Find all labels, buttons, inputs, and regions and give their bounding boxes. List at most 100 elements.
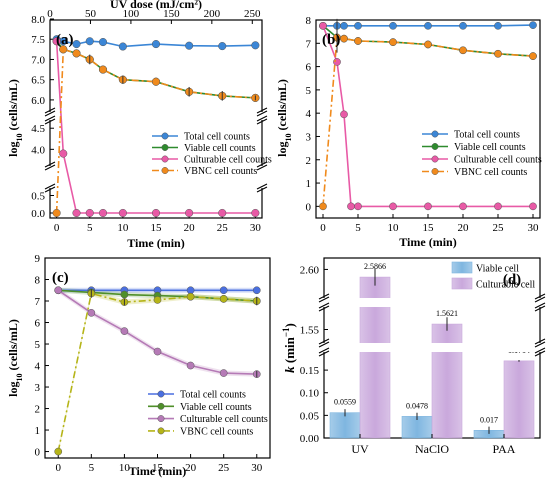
panel-a-point-2-2	[72, 208, 81, 218]
panel-b-point-2-9	[529, 202, 537, 211]
axis-break-mark	[534, 293, 546, 303]
panel-b-series-line-2	[322, 25, 533, 208]
panel-a-point-2-1	[59, 149, 68, 158]
panel-a-point-3-4	[98, 65, 108, 74]
panel-0-legend-label-0: Total cell counts	[184, 132, 250, 143]
panel-b-x-tick-label-2: 10	[388, 222, 400, 234]
panel-a-point-0-6	[151, 40, 161, 49]
panel-0-legend-label-2: Culturable cell counts	[184, 155, 272, 166]
axis-break-mark	[256, 107, 268, 117]
panel-c-y-tick-label-2: 2	[35, 404, 41, 416]
panel-b-point-2-8	[494, 202, 502, 211]
panel-b-point-2-6	[424, 202, 432, 211]
panel-d-data-label-2-0: 0.017	[480, 415, 498, 424]
panel-c-point-1-2	[120, 290, 129, 299]
panel-d-y-tick-label-5: 2.60	[300, 264, 320, 276]
panel-d-category-label-2: PAA	[493, 442, 516, 456]
panel-c-point-3-3	[153, 296, 162, 304]
panel-c-point-2-4	[186, 361, 195, 370]
panel-a-x-axis-label: Time (min)	[127, 236, 184, 250]
panel-0-legend-label-1: Viable cell counts	[184, 143, 256, 154]
panel-c-x-tick-label-5: 25	[218, 462, 230, 474]
panel-b-y-axis-label: log10 (cells/mL)	[275, 79, 293, 157]
panel-a-point-0-4	[98, 38, 108, 47]
panel-d-y-tick-label-3: 0.15	[300, 365, 320, 377]
panel-a-series-line-2	[55, 41, 256, 214]
panel-b-point-3-6	[459, 46, 467, 55]
panel-c-point-2-3	[153, 347, 162, 356]
panel-b-y-tick-label-4: 4	[306, 108, 312, 120]
axis-break-mark	[318, 338, 330, 348]
panel-a-break-gap	[47, 166, 53, 188]
axis-break-mark	[256, 161, 268, 171]
panel-a-break-gap	[47, 112, 53, 120]
axis-break-mark	[44, 183, 56, 193]
panel-a-break-gap	[259, 166, 265, 188]
panel-2-legend-label-2: Culturable cell counts	[180, 414, 268, 425]
panel-0-legend-label-3: VBNC cell counts	[184, 166, 257, 177]
panel-1-legend-marker-1	[431, 143, 439, 150]
panel-d-bar-1-1	[431, 323, 463, 439]
panel-a-point-0-2	[72, 40, 81, 49]
panel-d-category-label-0: UV	[351, 442, 369, 456]
panel-a-point-2-3	[85, 208, 94, 218]
panel-b-x-tick-label-6: 30	[528, 222, 540, 234]
panel-d-y-axis-label: k (min−1)	[281, 323, 297, 373]
panel-a-series-line-1	[55, 40, 256, 99]
panel-c-y-axis-label: log10 (cells/mL)	[6, 319, 24, 397]
panel-b-y-tick-label-8: 8	[306, 15, 312, 27]
panel-b-x-tick-label-4: 20	[458, 222, 470, 234]
panel-2-legend-marker-0	[157, 390, 165, 398]
axis-break-mark	[256, 183, 268, 193]
panel-d-bar-0-0	[329, 412, 361, 439]
panel-0-legend-marker-2	[161, 155, 169, 163]
panel-a-label: (a)	[56, 32, 74, 48]
panel-a-point-0-3	[85, 37, 94, 46]
panel-c-x-tick-label-3: 15	[152, 462, 164, 474]
panel-a-x-tick-label-4: 20	[184, 222, 196, 234]
panel-a-break-gap	[259, 112, 265, 120]
panel-b-point-3-0	[319, 202, 327, 211]
panel-c-point-3-5	[219, 295, 228, 303]
axis-break-mark	[534, 338, 546, 348]
panel-b-y-tick-label-3: 3	[306, 131, 312, 143]
panel-b-point-0-2	[340, 21, 348, 30]
axis-break-mark	[44, 161, 56, 171]
panel-a-point-3-1	[59, 45, 68, 54]
panel-a-top-tick-label-1: 50	[85, 8, 97, 20]
panel-b-point-2-1	[333, 58, 341, 66]
axis-break-mark	[318, 302, 330, 312]
panel-1-legend-label-1: Viable cell counts	[454, 142, 526, 153]
panel-d-data-label-0-0: 0.0559	[334, 398, 356, 407]
panel-1-legend-label-3: VBNC cell counts	[454, 167, 527, 178]
panel-a-top-tick-label-0: 0	[47, 8, 53, 20]
panel-c-x-tick-label-2: 10	[119, 462, 131, 474]
panel-c-x-axis-label: Time (min)	[129, 464, 186, 478]
panel-a-y-tick-label-7: 7.5	[31, 34, 45, 46]
panel-d-category-label-1: NaClO	[415, 442, 449, 456]
panel-b-y-tick-label-0: 0	[306, 201, 312, 213]
panel-2-legend-label-3: VBNC cell counts	[180, 426, 253, 437]
panel-c-point-2-2	[120, 327, 129, 335]
panel-a-y-tick-label-1: 0.5	[31, 191, 45, 203]
panel-1-legend-marker-2	[431, 155, 439, 163]
panel-c-x-tick-label-4: 20	[185, 462, 197, 474]
axis-break-mark	[256, 115, 268, 125]
axis-break-mark	[44, 115, 56, 125]
panel-c-point-3-4	[186, 292, 195, 301]
panel-a-point-2-8	[218, 208, 227, 218]
panel-0-legend-marker-1	[161, 144, 169, 151]
panel-1-legend-marker-0	[431, 130, 439, 138]
panel-c-x-tick-label-6: 30	[251, 462, 263, 474]
panel-d-data-label-1-0: 0.0478	[406, 401, 428, 410]
panel-a-y-tick-label-0: 0.0	[31, 208, 45, 220]
panel-a-point-2-4	[98, 208, 108, 218]
panel-b-point-3-7	[494, 49, 502, 58]
panel-b-point-0-4	[389, 21, 397, 30]
panel-c-point-0-4	[186, 286, 195, 295]
panel-b-point-2-7	[459, 202, 467, 211]
panel-a-frame	[49, 19, 263, 219]
panel-b-x-tick-label-3: 15	[423, 222, 435, 234]
panel-a-top-tick-label-3: 150	[163, 8, 180, 20]
